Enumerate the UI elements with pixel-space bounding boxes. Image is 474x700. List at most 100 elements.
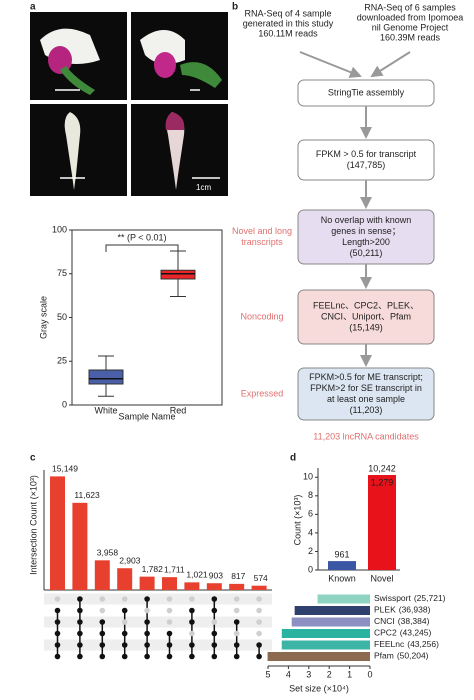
set-label: Pfam (50,204): [374, 651, 429, 661]
flow-text: FEELnc、CPC2、PLEK、: [313, 300, 419, 310]
bar: [251, 585, 267, 590]
bar: [328, 561, 356, 570]
matrix-dot: [256, 607, 262, 614]
box: [160, 269, 196, 280]
x-tick-label: Known: [328, 573, 356, 583]
flow-text: CNCI、Uniport、Pfam: [321, 311, 411, 321]
matrix-dot: [144, 642, 150, 648]
step-label: transcripts: [241, 237, 283, 247]
set-bar: [317, 594, 370, 604]
y-tick-label: 50: [57, 312, 67, 322]
matrix-dot: [77, 630, 83, 637]
set-name: Pfam: [374, 651, 394, 661]
set-label: PLEK (36,938): [374, 605, 431, 615]
set-value-label: (43,245): [400, 628, 432, 638]
flower: [140, 30, 185, 64]
set-value-label: (38,384): [398, 616, 430, 626]
bar: [368, 475, 396, 570]
flow-text: at least one sample: [327, 394, 405, 404]
set-name: CPC2: [374, 628, 397, 638]
matrix-dot: [99, 596, 106, 602]
matrix-dot: [211, 619, 218, 625]
annotation: ** (P < 0.01): [117, 232, 166, 242]
panel-label: d: [290, 453, 296, 464]
set-name: CNCI: [374, 616, 395, 626]
flow-text: (147,785): [347, 160, 386, 170]
flow-text: Length>200: [342, 237, 390, 247]
annotation: 1,279: [371, 477, 394, 487]
matrix-dot: [189, 619, 195, 625]
row-stripe: [44, 593, 272, 605]
x-axis-label: Set size (×10⁴): [289, 683, 349, 693]
value-label: 1,021: [186, 570, 208, 580]
flow-text: FPKM > 0.5 for transcript: [316, 149, 417, 159]
matrix-dot: [77, 642, 83, 648]
matrix-dot: [144, 653, 150, 660]
value-label: 1,711: [164, 564, 185, 574]
matrix-dot: [233, 596, 240, 602]
step-label: Noncoding: [240, 311, 283, 321]
matrix-dot: [166, 653, 173, 660]
row-stripe: [44, 639, 272, 651]
result: 11,203 lncRNA candidates: [313, 431, 419, 441]
set-label: CNCI (38,384): [374, 616, 430, 626]
set-bar: [281, 629, 370, 638]
matrix-dot: [233, 619, 240, 625]
bar: [162, 577, 177, 590]
petal: [165, 112, 185, 130]
row-stripe: [44, 616, 272, 628]
value-label: 903: [209, 570, 223, 580]
matrix-dot: [144, 630, 150, 637]
panel-label: c: [30, 453, 36, 464]
matrix-dot: [54, 630, 61, 637]
matrix-dot: [77, 607, 83, 614]
source-text: generated in this study: [243, 18, 334, 28]
flow-text: (11,203): [350, 405, 383, 415]
y-tick-label: 2: [308, 546, 313, 556]
matrix-dot: [189, 607, 195, 614]
set-bar: [281, 640, 370, 650]
flow-text: FPKM>0.5 for ME transcript;: [309, 372, 423, 382]
arrow: [299, 51, 362, 78]
bar: [72, 502, 88, 590]
set-bar: [267, 652, 370, 661]
matrix-dot: [233, 607, 240, 614]
y-tick-label: 75: [57, 268, 67, 278]
value-label: 3,958: [97, 548, 119, 558]
matrix-dot: [189, 596, 195, 602]
matrix-dot: [211, 642, 218, 648]
value-label: 15,149: [52, 464, 78, 474]
x-tick-label: White: [94, 405, 117, 415]
matrix-dot: [121, 607, 128, 614]
matrix-dot: [99, 630, 106, 637]
bar: [94, 560, 110, 590]
bud: [154, 52, 176, 78]
matrix-dot: [256, 630, 262, 637]
matrix-dot: [121, 596, 128, 602]
matrix-dot: [54, 607, 61, 614]
matrix-dot: [77, 653, 83, 660]
y-axis-label: Intersection Count (×10³): [28, 475, 38, 575]
set-name: Swissport: [374, 593, 411, 603]
source-text: downloaded from Ipomoea: [357, 12, 464, 22]
x-tick-label: Red: [170, 405, 187, 415]
matrix-dot: [233, 653, 240, 660]
flower: [64, 112, 81, 190]
matrix-dot: [211, 630, 218, 637]
bar: [50, 476, 65, 590]
leaf: [180, 62, 222, 88]
set-label: Swissport (25,721): [374, 593, 446, 603]
matrix-dot: [166, 630, 173, 637]
matrix-dot: [121, 630, 128, 637]
significance-bracket: [105, 244, 179, 252]
step-label: Novel and long: [232, 226, 292, 236]
y-tick-label: 100: [52, 224, 67, 234]
matrix-dot: [144, 596, 150, 602]
source-text: 160.11M reads: [258, 28, 318, 38]
matrix-dot: [54, 642, 61, 648]
x-axis-label: Sample Name: [118, 411, 175, 421]
matrix-dot: [121, 653, 128, 660]
scale-label: 1cm: [196, 183, 211, 192]
panel-label: a: [30, 2, 36, 13]
matrix-dot: [166, 619, 173, 625]
